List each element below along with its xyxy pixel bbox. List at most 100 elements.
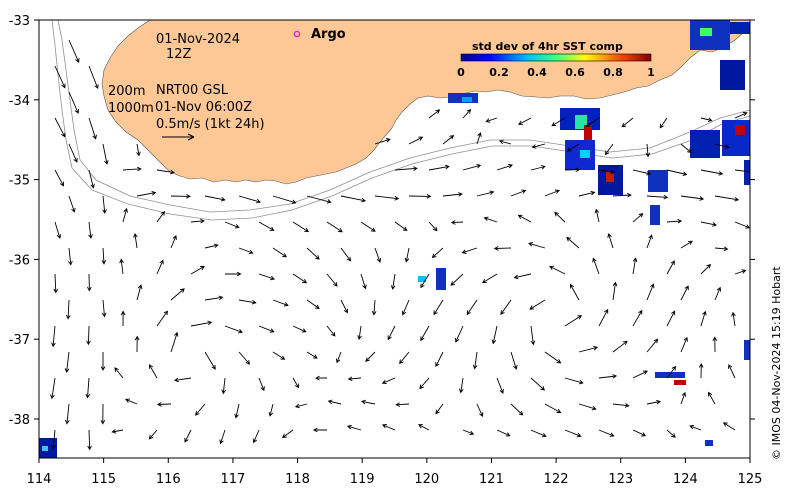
current-vector-arrow [607,233,614,249]
current-vector-arrow [476,132,482,145]
current-vector-arrow [404,247,410,263]
depth-contours-label-2: 1000m [108,101,154,116]
current-vector-arrow [646,399,662,405]
current-vector-arrow [530,325,536,346]
current-vector-arrow [68,195,76,213]
colorbar-title: std dev of 4hr SST comp [472,40,623,53]
current-vector-arrow [513,273,532,280]
current-vector-arrow [170,235,177,249]
colorbar-tick-label: 0 [457,66,465,79]
current-vector-arrow [87,273,92,292]
current-vector-arrow [219,429,226,445]
current-vector-arrow [292,377,299,389]
current-vector-arrow [728,363,736,379]
current-vector-arrow [170,288,185,301]
current-vector-arrow [272,195,297,205]
current-vector-arrow [483,216,498,223]
current-vector-arrow [194,403,206,416]
lon-tick-label: 118 [285,472,310,487]
current-vector-arrow [551,117,566,127]
current-vector-arrow [394,221,408,231]
current-vector-arrow [258,377,265,392]
current-vector-arrow [133,232,138,249]
current-vector-arrow [442,135,455,145]
lat-tick-label: -38 [9,413,30,428]
current-vector-arrow [569,283,580,301]
current-vector-arrow [564,315,583,327]
current-vector-arrow [156,169,175,175]
current-vector-arrow [517,214,532,223]
current-vector-arrow [87,429,92,451]
current-vector-arrow [64,403,70,425]
current-vector-arrow [306,351,318,359]
current-vector-arrow [491,325,498,345]
current-vector-arrow [401,299,410,316]
current-vector-arrow [659,117,668,129]
current-vector-arrow [381,424,396,431]
current-vector-arrow [700,310,707,327]
current-vector-arrow [170,194,191,199]
current-vector-arrow [498,139,512,145]
lat-tick-label: -33 [9,14,30,29]
current-vector-arrow [136,284,143,301]
current-vector-arrow [680,336,688,353]
sst-stddev-pixels [39,20,750,458]
current-vector-arrow [122,207,128,223]
current-vector-arrow [417,424,430,431]
current-vector-arrow [148,364,158,379]
current-vector-arrow [408,194,432,199]
current-vector-arrow [335,351,342,364]
current-vector-arrow [680,195,705,201]
current-vector-arrow [292,221,310,233]
current-vector-arrow [646,338,659,353]
current-vector-arrow [531,143,546,149]
current-vector-arrow [88,117,97,140]
current-vector-arrow [530,165,546,171]
current-vector-arrow [100,352,106,371]
current-vector-arrow [234,403,240,419]
current-vector-arrow [564,377,584,385]
current-vector-arrow [101,299,107,318]
current-vector-arrow [190,266,205,275]
current-vector-arrow [435,403,444,415]
current-vector-arrow [148,429,158,440]
current-vector-arrow [419,377,430,390]
current-vector-arrow [666,429,676,438]
current-vector-arrow [51,325,56,348]
current-vector-arrow [680,285,689,301]
lon-tick-label: 121 [479,472,504,487]
current-vector-arrow [114,367,124,379]
lon-tick-label: 125 [738,472,763,487]
current-vector-arrow [496,163,514,171]
lon-tick-label: 115 [91,472,116,487]
current-vector-arrow [510,189,527,197]
current-vector-arrow [306,299,320,310]
current-vector-arrow [528,242,546,249]
current-vector-arrow [476,190,495,197]
current-vector-arrow [564,167,581,172]
colorbar-tick-label: 0.2 [489,66,509,79]
current-vector-arrow [666,218,683,224]
current-vector-arrow [204,295,224,301]
product-label: NRT00 GSL [156,83,229,98]
current-vector-arrow [258,221,275,231]
current-vector-arrow [184,429,192,443]
current-vector-arrow [68,39,80,63]
current-vector-arrow [578,190,596,197]
current-vector-arrow [156,210,165,223]
current-vector-arrow [122,166,142,172]
colorbar-tick-label: 0.6 [565,66,585,79]
current-vector-arrow [632,309,643,327]
current-vector-arrow [493,246,512,251]
current-vector-arrow [225,271,242,277]
latitude-axis: -33 -34 -35 -36 -37 -38 [9,14,755,428]
lat-tick-label: -35 [9,174,30,189]
longitude-axis: 114 115 116 117 118 119 120 121 122 123 124 125 [27,458,763,487]
current-vector-arrow [646,234,653,249]
current-vector-arrow [455,325,464,343]
current-vector-arrow [190,218,205,224]
current-vector-arrow [294,403,308,409]
current-vector-arrow [238,299,257,305]
current-vector-arrow [666,310,676,327]
